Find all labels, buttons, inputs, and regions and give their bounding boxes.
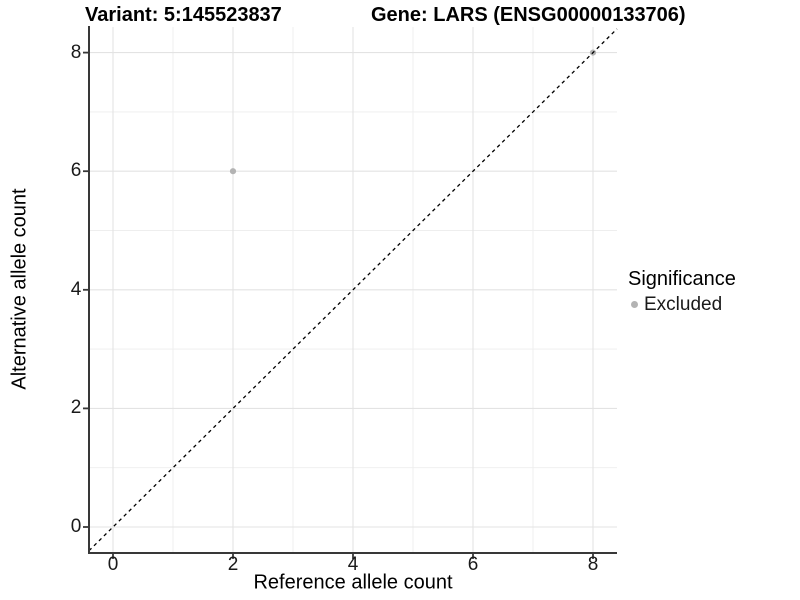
x-tick-label: 2	[227, 554, 239, 575]
y-tick-label: 0	[70, 516, 82, 537]
x-tick-label: 0	[107, 554, 119, 575]
y-tick-label: 4	[70, 278, 82, 300]
x-tick-label: 4	[347, 554, 359, 575]
y-tick-label: 6	[70, 160, 82, 182]
variant-title: Variant: 5:145523837	[85, 4, 282, 26]
legend-entry: Excluded	[628, 293, 736, 316]
x-tick-label: 6	[467, 554, 479, 575]
legend-entry-label: Excluded	[644, 294, 723, 315]
data-point	[229, 168, 237, 175]
y-axis-title: Alternative allele count	[8, 188, 31, 390]
y-tick-label: 2	[70, 397, 82, 419]
gene-title: Gene: LARS (ENSG00000133706)	[371, 4, 686, 26]
legend: Significance Excluded	[628, 267, 736, 316]
y-tick-label: 8	[70, 41, 82, 63]
legend-title: Significance	[628, 268, 736, 290]
x-tick-label: 8	[587, 554, 599, 575]
x-axis-title: Reference allele count	[253, 571, 453, 594]
legend-key-dot	[631, 301, 638, 308]
identity-line	[88, 28, 618, 552]
